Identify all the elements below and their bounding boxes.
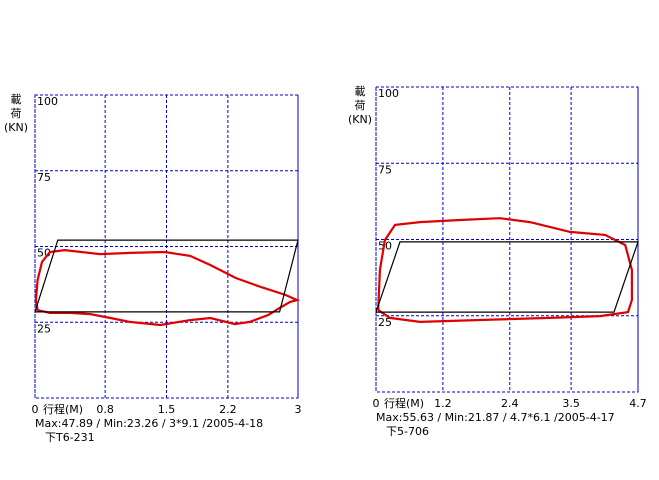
- measured-curve: [34, 248, 301, 327]
- x-tick-label: 0: [373, 397, 380, 410]
- y-axis-label: (KN): [4, 121, 28, 134]
- y-tick-label: 100: [378, 87, 399, 100]
- x-tick-label: 2.4: [501, 397, 519, 410]
- y-tick-label: 75: [378, 163, 392, 176]
- x-tick-label: 0.8: [96, 403, 114, 416]
- y-tick-label: 100: [37, 95, 58, 108]
- x-axis-label: 行程(M): [43, 403, 83, 416]
- y-axis-label: 荷: [355, 99, 366, 112]
- footer-text: 下5-706: [386, 425, 429, 438]
- y-axis-label: 荷: [11, 107, 22, 120]
- footer-text: Max:55.63 / Min:21.87 / 4.7*6.1 /2005-4-…: [376, 411, 615, 424]
- theoretical-curve: [34, 239, 299, 313]
- x-tick-label: 0: [32, 403, 39, 416]
- x-tick-label: 2.2: [219, 403, 237, 416]
- x-tick-label: 3.5: [562, 397, 580, 410]
- x-tick-label: 3: [295, 403, 302, 416]
- y-tick-label: 75: [37, 171, 51, 184]
- x-axis-label: 行程(M): [384, 397, 424, 410]
- footer-text: Max:47.89 / Min:23.26 / 3*9.1 /2005-4-18: [35, 417, 263, 430]
- footer-text: 下T6-231: [45, 431, 95, 444]
- y-axis-label: 載: [11, 93, 22, 106]
- theoretical-curve: [375, 241, 639, 313]
- y-axis-label: (KN): [348, 113, 372, 126]
- x-tick-label: 1.5: [158, 403, 176, 416]
- measured-curve: [377, 217, 633, 324]
- y-tick-label: 25: [378, 316, 392, 329]
- y-axis-label: 載: [355, 85, 366, 98]
- x-tick-label: 1.2: [434, 397, 452, 410]
- y-tick-label: 25: [37, 322, 51, 335]
- x-tick-label: 4.7: [629, 397, 647, 410]
